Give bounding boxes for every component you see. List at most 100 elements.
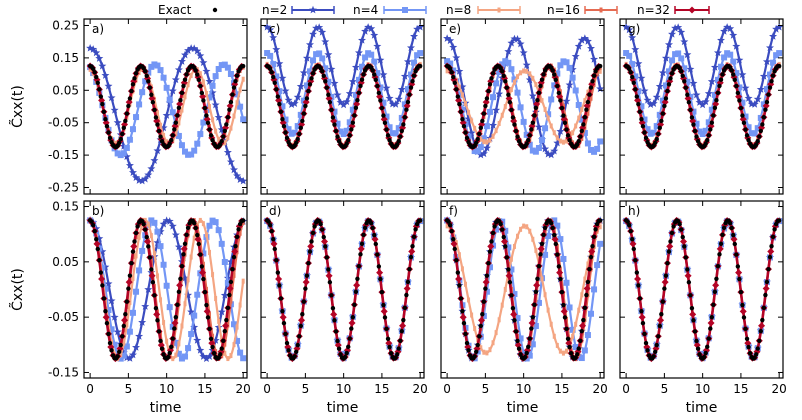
point-n4 xyxy=(288,130,295,137)
point-n8 xyxy=(232,342,236,348)
point-n4 xyxy=(696,128,703,135)
point-exact xyxy=(717,83,722,89)
point-n4 xyxy=(139,247,146,254)
series-line-n4 xyxy=(625,51,780,136)
point-exact xyxy=(530,120,536,125)
point-exact xyxy=(173,120,179,125)
point-exact xyxy=(691,122,696,127)
x-tick-label: 15 xyxy=(374,382,389,396)
point-exact xyxy=(370,225,375,231)
point-exact xyxy=(628,70,633,75)
point-n4 xyxy=(209,82,216,89)
point-n8 xyxy=(574,123,578,129)
point-n2 xyxy=(193,336,202,344)
point-exact xyxy=(734,252,739,257)
point-exact xyxy=(741,120,747,126)
point-n4 xyxy=(597,240,604,247)
point-n2 xyxy=(299,68,308,77)
point-n8 xyxy=(177,120,181,126)
point-exact xyxy=(585,99,591,105)
series-line-n2 xyxy=(446,219,601,360)
series-line-n4 xyxy=(625,219,780,360)
point-exact xyxy=(347,336,352,341)
point-n8 xyxy=(162,320,166,326)
point-n32 xyxy=(279,313,287,321)
point-exact xyxy=(567,344,572,350)
point-exact xyxy=(326,92,331,97)
y-tick-label: 0.25 xyxy=(52,18,79,32)
point-exact xyxy=(715,90,721,96)
point-n4 xyxy=(493,80,500,87)
legend-entry-n2: n=2 xyxy=(262,3,335,17)
x-tick-label: 15 xyxy=(733,382,748,396)
point-n8 xyxy=(519,226,523,232)
point-n2 xyxy=(104,81,113,90)
point-n32 xyxy=(661,278,669,286)
point-exact xyxy=(368,220,374,226)
point-exact xyxy=(558,276,563,282)
point-exact xyxy=(555,252,560,257)
series-line-n2 xyxy=(625,25,780,107)
point-n2 xyxy=(364,23,373,31)
point-exact xyxy=(449,228,454,234)
point-n2 xyxy=(89,45,98,53)
point-exact xyxy=(191,220,197,226)
point-n4 xyxy=(282,116,289,123)
point-n2 xyxy=(184,46,193,54)
point-n8 xyxy=(528,71,532,77)
point-exact xyxy=(120,131,125,137)
point-exact xyxy=(133,71,139,76)
point-exact xyxy=(410,78,415,84)
point-exact xyxy=(656,334,661,339)
series-line-n4 xyxy=(446,219,602,360)
point-n2 xyxy=(759,72,768,80)
point-n8 xyxy=(500,112,504,118)
point-n4 xyxy=(669,57,676,64)
point-exact xyxy=(550,225,555,231)
point-n8 xyxy=(467,297,471,303)
point-n4 xyxy=(191,147,198,154)
point-n2 xyxy=(686,65,695,73)
point-n4 xyxy=(690,108,697,115)
point-exact xyxy=(269,70,274,75)
point-exact xyxy=(503,244,508,249)
series-n2 xyxy=(622,22,783,109)
point-n8 xyxy=(165,139,169,145)
point-exact xyxy=(682,79,687,84)
point-exact xyxy=(575,352,580,357)
point-n32 xyxy=(130,242,138,250)
point-exact xyxy=(533,289,539,295)
point-n4 xyxy=(166,304,173,311)
series-exact xyxy=(444,218,603,361)
point-exact xyxy=(504,255,510,260)
point-n8 xyxy=(183,94,187,100)
legend-marker-n8 xyxy=(497,7,501,13)
point-exact xyxy=(628,228,633,234)
point-exact xyxy=(645,348,650,353)
point-n32 xyxy=(684,272,692,280)
point-n8 xyxy=(549,123,553,129)
point-n4 xyxy=(584,140,591,147)
point-exact xyxy=(344,141,349,146)
point-n2 xyxy=(507,38,516,47)
point-exact xyxy=(176,105,182,111)
point-n4 xyxy=(508,66,515,73)
point-n4 xyxy=(560,58,567,65)
point-n8 xyxy=(543,292,547,298)
point-n2 xyxy=(516,39,525,48)
point-n16 xyxy=(565,118,569,124)
point-n8 xyxy=(479,136,483,142)
point-n2 xyxy=(750,100,759,108)
point-exact xyxy=(568,351,574,356)
point-n8 xyxy=(516,233,520,239)
point-n32 xyxy=(680,238,688,246)
point-exact xyxy=(737,98,742,103)
panel-label: g) xyxy=(628,22,640,36)
point-exact xyxy=(761,115,767,120)
series-line-n4 xyxy=(266,51,421,136)
point-n2 xyxy=(205,77,214,85)
point-exact xyxy=(763,107,768,112)
point-n2 xyxy=(272,45,281,53)
point-n4 xyxy=(237,103,244,110)
point-exact xyxy=(294,140,299,146)
